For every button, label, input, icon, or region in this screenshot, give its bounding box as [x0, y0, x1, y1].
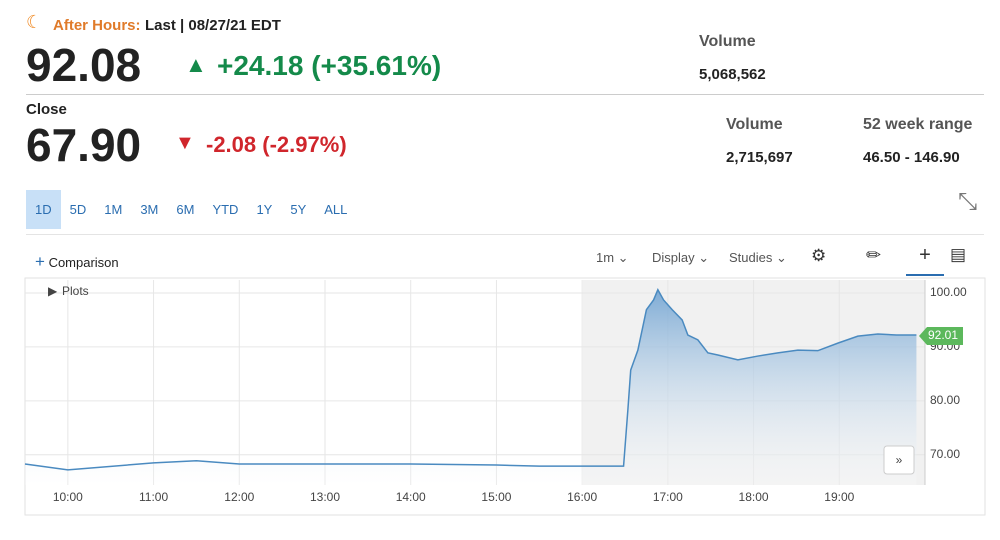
- scroll-icon: »: [896, 453, 903, 467]
- display-text: Display: [652, 250, 695, 265]
- after-hours-label: After Hours:: [53, 17, 141, 34]
- last-price-tag: [919, 327, 963, 346]
- range-tab[interactable]: ALL: [324, 202, 348, 217]
- comment-icon[interactable]: ▤: [950, 245, 967, 264]
- volume-label: Volume: [699, 33, 756, 50]
- divider: [26, 94, 984, 95]
- close-price: 67.90: [26, 119, 142, 171]
- volume-label: Volume: [726, 116, 783, 133]
- divider: [26, 234, 984, 235]
- comparison-button[interactable]: + Comparison: [35, 252, 119, 272]
- x-tick-label: 11:00: [139, 490, 168, 504]
- after-hours-status: Last | 08/27/21 EDT: [145, 17, 281, 34]
- range-tabs: 1D 5D 1M 3M 6M YTD 1Y 5Y ALL: [26, 190, 356, 229]
- settings-icon[interactable]: ⚙: [811, 246, 827, 265]
- x-tick-label: 14:00: [396, 490, 426, 504]
- change-pct: (-2.97%): [262, 132, 347, 157]
- volume-value: 5,068,562: [699, 66, 766, 83]
- crosshair-icon[interactable]: +: [906, 244, 944, 276]
- after-hours-price: 92.08: [26, 39, 142, 91]
- down-arrow: ▼: [175, 132, 195, 154]
- display-menu[interactable]: Display ⌄: [652, 250, 710, 265]
- after-hours-change: +24.18 (+35.61%): [217, 50, 441, 82]
- range-tab[interactable]: 5D: [69, 202, 87, 217]
- range-tab[interactable]: 1D: [26, 190, 61, 229]
- interval-text: 1m: [596, 250, 615, 265]
- studies-menu[interactable]: Studies ⌄: [729, 250, 787, 265]
- range-tab[interactable]: YTD: [212, 202, 239, 217]
- change: -2.08: [206, 132, 257, 157]
- range-value: 46.50 - 146.90: [863, 149, 960, 166]
- range-tab[interactable]: 1Y: [256, 202, 273, 217]
- scroll-button[interactable]: [883, 445, 915, 475]
- interval-menu[interactable]: 1m ⌄: [596, 250, 629, 265]
- plots-arrow[interactable]: ▶: [48, 284, 58, 298]
- x-tick-label: 16:00: [567, 490, 597, 504]
- change-pct: (+35.61%): [311, 50, 442, 81]
- x-tick-label: 19:00: [824, 490, 854, 504]
- range-tab[interactable]: 6M: [176, 202, 195, 217]
- range-tab[interactable]: 3M: [140, 202, 159, 217]
- last-price-label: 92.01: [928, 328, 958, 342]
- x-tick-label: 17:00: [653, 490, 683, 504]
- range-tab[interactable]: 1M: [104, 202, 123, 217]
- close-label: Close: [26, 101, 67, 118]
- comparison-text: Comparison: [48, 255, 119, 270]
- close-change: -2.08 (-2.97%): [206, 132, 347, 158]
- plots-toggle[interactable]: Plots: [62, 284, 89, 298]
- plus-icon: +: [35, 252, 45, 271]
- expand-icon[interactable]: ⤡: [958, 188, 978, 215]
- x-tick-label: 18:00: [739, 490, 769, 504]
- y-tick-label: 80.00: [930, 393, 960, 407]
- x-tick-label: 12:00: [224, 490, 254, 504]
- moon-icon: ☾: [26, 12, 43, 32]
- studies-text: Studies: [729, 250, 773, 265]
- draw-icon[interactable]: ✏: [866, 245, 882, 265]
- x-tick-label: 10:00: [53, 490, 83, 504]
- volume-value: 2,715,697: [726, 149, 793, 166]
- x-tick-label: 15:00: [481, 490, 511, 504]
- range-tab[interactable]: 5Y: [290, 202, 307, 217]
- change: +24.18: [217, 50, 304, 81]
- range-label: 52 week range: [863, 116, 973, 133]
- y-tick-label: 70.00: [930, 447, 960, 461]
- y-tick-label: 100.00: [930, 285, 967, 299]
- x-tick-label: 13:00: [310, 490, 340, 504]
- price-line: [24, 287, 917, 471]
- up-arrow: ▲: [185, 52, 207, 77]
